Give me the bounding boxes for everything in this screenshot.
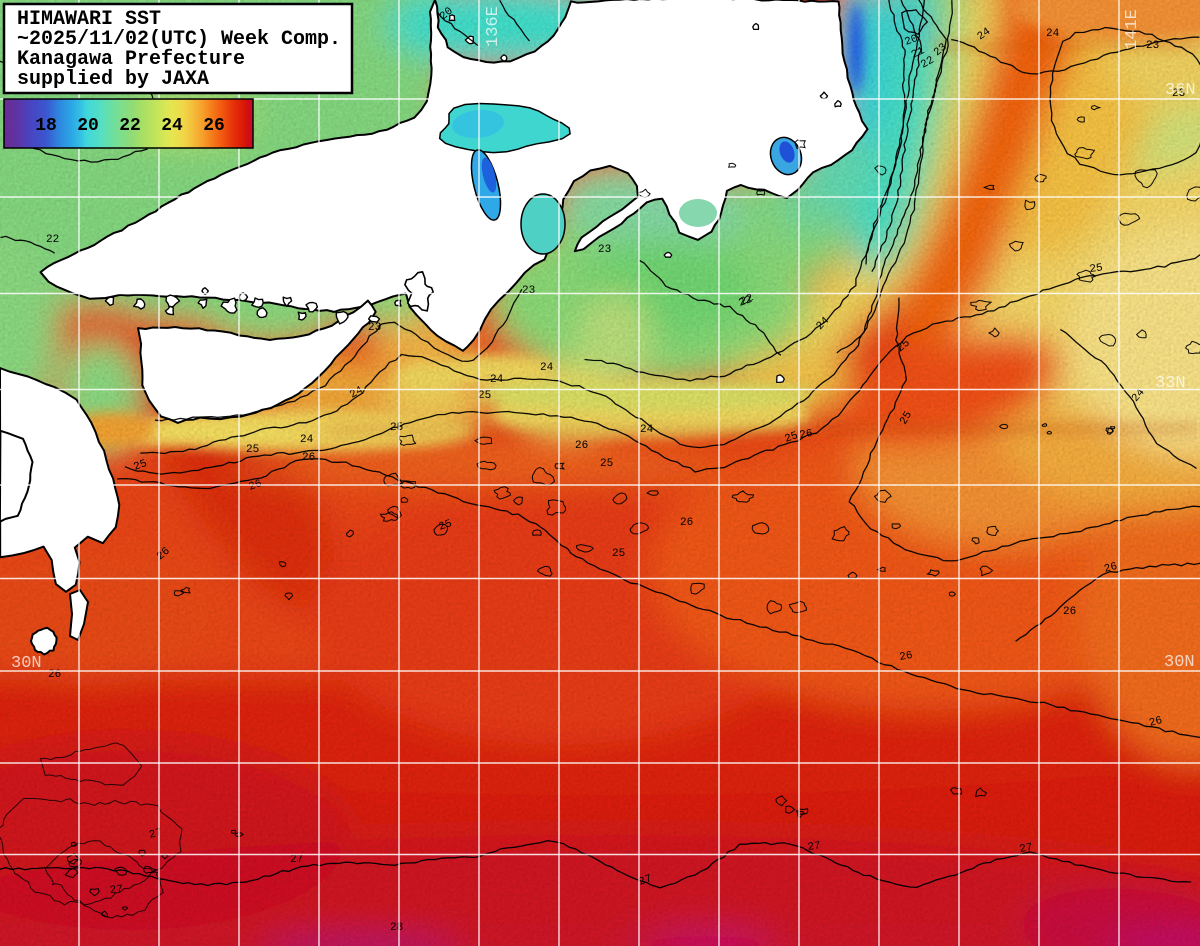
svg-text:23: 23 [368,322,381,334]
svg-text:25: 25 [1089,262,1104,276]
svg-text:27: 27 [290,854,303,866]
svg-text:33N: 33N [1155,374,1186,393]
svg-text:23: 23 [1146,40,1159,52]
svg-text:27: 27 [109,884,123,897]
svg-text:26: 26 [1103,561,1119,576]
svg-text:27: 27 [1019,842,1034,856]
svg-text:24: 24 [640,424,654,436]
svg-text:24: 24 [1046,28,1060,40]
svg-text:20: 20 [77,116,99,136]
svg-text:25: 25 [437,518,454,534]
svg-text:supplied by JAXA: supplied by JAXA [17,68,209,91]
svg-text:26: 26 [48,669,61,681]
svg-text:27: 27 [637,873,654,889]
svg-text:26: 26 [1063,606,1076,618]
svg-text:~2025/11/02(UTC) Week Comp.: ~2025/11/02(UTC) Week Comp. [17,28,341,51]
svg-text:22: 22 [119,116,141,136]
svg-text:26: 26 [680,517,693,529]
svg-text:23: 23 [522,285,535,297]
svg-text:28: 28 [390,922,403,934]
svg-text:136E: 136E [484,6,503,47]
svg-text:26: 26 [1148,715,1164,730]
svg-text:26: 26 [575,440,588,452]
svg-text:27: 27 [148,827,164,842]
svg-text:30N: 30N [1164,653,1195,672]
svg-text:27: 27 [807,840,822,854]
svg-text:26: 26 [799,428,814,442]
svg-text:22: 22 [919,54,936,71]
svg-text:23: 23 [598,244,611,256]
svg-text:HIMAWARI SST: HIMAWARI SST [17,8,161,31]
svg-text:141E: 141E [1123,9,1142,50]
svg-text:25: 25 [898,410,915,427]
svg-text:25: 25 [478,390,491,402]
svg-text:22: 22 [739,292,756,308]
svg-text:20: 20 [903,33,920,49]
svg-text:21: 21 [910,45,927,62]
svg-text:24: 24 [490,374,504,386]
svg-text:25: 25 [132,458,149,474]
svg-text:30N: 30N [11,654,42,673]
svg-text:22: 22 [46,234,59,246]
svg-text:23: 23 [1172,88,1185,100]
svg-text:24: 24 [300,434,314,446]
svg-text:24: 24 [348,384,366,401]
svg-text:18: 18 [35,116,57,136]
svg-text:25: 25 [783,430,800,446]
svg-text:25: 25 [246,444,259,456]
svg-text:24: 24 [161,116,183,136]
svg-text:26: 26 [899,650,914,664]
svg-text:26: 26 [247,478,264,494]
svg-text:25: 25 [600,458,613,470]
svg-text:24: 24 [540,362,554,374]
svg-text:26: 26 [203,116,225,136]
svg-text:25: 25 [612,548,625,560]
svg-text:22: 22 [737,294,754,310]
svg-text:26: 26 [302,452,315,464]
svg-text:Kanagawa Prefecture: Kanagawa Prefecture [17,48,245,71]
svg-text:25: 25 [390,422,403,434]
svg-text:36N: 36N [1165,81,1196,100]
